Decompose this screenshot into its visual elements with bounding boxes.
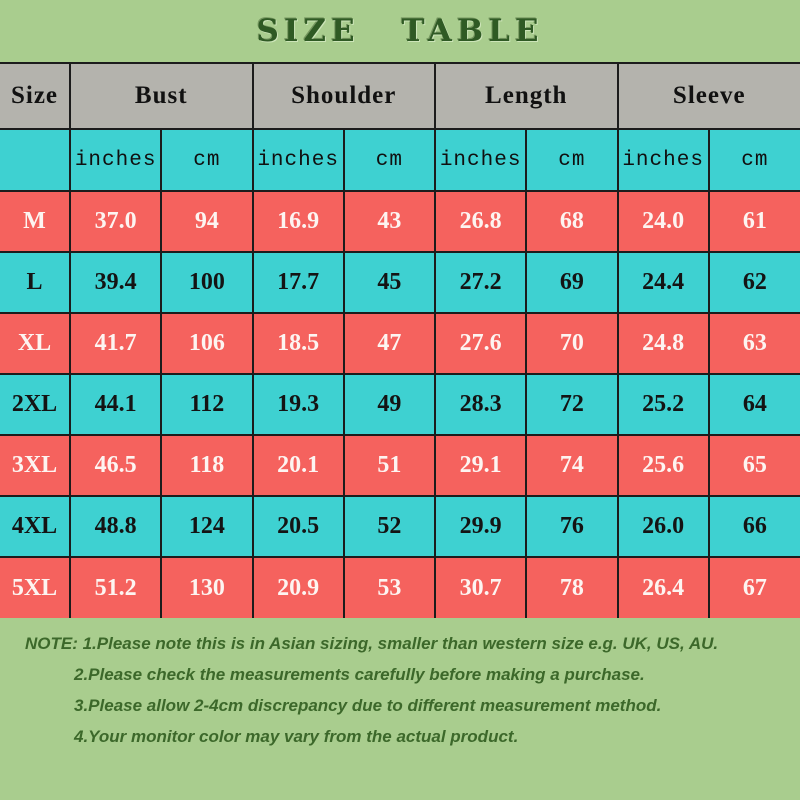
measurement-cell: 16.9 xyxy=(251,190,345,253)
notes: NOTE: 1.Please note this is in Asian siz… xyxy=(0,618,800,747)
measurement-cell: 66 xyxy=(707,495,800,558)
measurement-cell: 26.4 xyxy=(616,556,710,618)
measurement-cell: 25.2 xyxy=(616,373,710,436)
column-header-size: Size xyxy=(0,62,71,130)
header-row: Size Bust Shoulder Length Sleeve xyxy=(0,62,800,130)
measurement-cell: 45 xyxy=(342,251,437,314)
table-row-l: L 39.4 100 17.7 45 27.2 69 24.4 62 xyxy=(0,251,800,314)
column-header-sleeve: Sleeve xyxy=(616,62,800,130)
measurement-cell: 24.0 xyxy=(616,190,710,253)
table-row-xl: XL 41.7 106 18.5 47 27.6 70 24.8 63 xyxy=(0,312,800,375)
measurement-cell: 49 xyxy=(342,373,437,436)
measurement-cell: 67 xyxy=(707,556,800,618)
measurement-cell: 27.2 xyxy=(433,251,528,314)
measurement-cell: 26.8 xyxy=(433,190,528,253)
table-row-3xl: 3XL 46.5 118 20.1 51 29.1 74 25.6 65 xyxy=(0,434,800,497)
measurement-cell: 65 xyxy=(707,434,800,497)
measurement-cell: 74 xyxy=(525,434,619,497)
table-row-m: M 37.0 94 16.9 43 26.8 68 24.0 61 xyxy=(0,190,800,253)
measurement-cell: 37.0 xyxy=(68,190,163,253)
note-line-2: 2.Please check the measurements carefull… xyxy=(74,665,645,684)
measurement-cell: 29.1 xyxy=(433,434,528,497)
measurement-cell: 62 xyxy=(707,251,800,314)
measurement-cell: 19.3 xyxy=(251,373,345,436)
measurement-cell: 20.9 xyxy=(251,556,345,618)
measurement-cell: 118 xyxy=(160,434,254,497)
measurement-cell: 112 xyxy=(160,373,254,436)
measurement-cell: 100 xyxy=(160,251,254,314)
measurement-cell: 29.9 xyxy=(433,495,528,558)
note-line-4: 4.Your monitor color may vary from the a… xyxy=(74,727,519,746)
size-table: Size Bust Shoulder Length Sleeve inches … xyxy=(0,62,800,618)
measurement-cell: 26.0 xyxy=(616,495,710,558)
measurement-cell: 30.7 xyxy=(433,556,528,618)
measurement-cell: 44.1 xyxy=(68,373,163,436)
unit-cell: inches xyxy=(251,128,345,192)
measurement-cell: 46.5 xyxy=(68,434,163,497)
measurement-cell: 18.5 xyxy=(251,312,345,375)
measurement-cell: 106 xyxy=(160,312,254,375)
measurement-cell: 124 xyxy=(160,495,254,558)
measurement-cell: 69 xyxy=(525,251,619,314)
unit-cell: cm xyxy=(160,128,254,192)
measurement-cell: 17.7 xyxy=(251,251,345,314)
measurement-cell: 48.8 xyxy=(68,495,163,558)
measurement-cell: 28.3 xyxy=(433,373,528,436)
measurement-cell: 51.2 xyxy=(68,556,163,618)
size-label: 2XL xyxy=(0,373,71,436)
measurement-cell: 47 xyxy=(342,312,437,375)
measurement-cell: 20.5 xyxy=(251,495,345,558)
size-label: 5XL xyxy=(0,556,71,618)
table-row-5xl: 5XL 51.2 130 20.9 53 30.7 78 26.4 67 xyxy=(0,556,800,618)
size-label: 3XL xyxy=(0,434,71,497)
unit-cell: cm xyxy=(342,128,437,192)
measurement-cell: 43 xyxy=(342,190,437,253)
unit-cell: inches xyxy=(68,128,163,192)
unit-cell: inches xyxy=(433,128,528,192)
measurement-cell: 68 xyxy=(525,190,619,253)
table-row-4xl: 4XL 48.8 124 20.5 52 29.9 76 26.0 66 xyxy=(0,495,800,558)
unit-cell: cm xyxy=(525,128,619,192)
unit-cell: inches xyxy=(616,128,710,192)
page-title: SIZE TABLE xyxy=(256,13,544,49)
measurement-cell: 20.1 xyxy=(251,434,345,497)
measurement-cell: 24.4 xyxy=(616,251,710,314)
measurement-cell: 41.7 xyxy=(68,312,163,375)
measurement-cell: 39.4 xyxy=(68,251,163,314)
column-header-shoulder: Shoulder xyxy=(251,62,436,130)
measurement-cell: 70 xyxy=(525,312,619,375)
measurement-cell: 24.8 xyxy=(616,312,710,375)
measurement-cell: 76 xyxy=(525,495,619,558)
size-label: L xyxy=(0,251,71,314)
measurement-cell: 53 xyxy=(342,556,437,618)
size-table-body: M 37.0 94 16.9 43 26.8 68 24.0 61 L 39.4 100 17.7 45 2… xyxy=(0,190,800,618)
measurement-cell: 52 xyxy=(342,495,437,558)
column-header-bust: Bust xyxy=(69,62,254,130)
measurement-cell: 64 xyxy=(707,373,800,436)
column-header-length: Length xyxy=(434,62,619,130)
measurement-cell: 94 xyxy=(160,190,254,253)
unit-cell: cm xyxy=(707,128,800,192)
size-label: 4XL xyxy=(0,495,71,558)
measurement-cell: 61 xyxy=(707,190,800,253)
table-row-2xl: 2XL 44.1 112 19.3 49 28.3 72 25.2 64 xyxy=(0,373,800,436)
note-line-3: 3.Please allow 2-4cm discrepancy due to … xyxy=(74,696,662,715)
size-label: M xyxy=(0,190,71,253)
unit-cell-empty xyxy=(0,128,71,192)
note-line-1: NOTE: 1.Please note this is in Asian siz… xyxy=(25,634,719,653)
unit-row: inches cm inches cm inches cm inches cm xyxy=(0,128,800,192)
measurement-cell: 72 xyxy=(525,373,619,436)
measurement-cell: 78 xyxy=(525,556,619,618)
measurement-cell: 51 xyxy=(342,434,437,497)
measurement-cell: 27.6 xyxy=(433,312,528,375)
measurement-cell: 63 xyxy=(707,312,800,375)
size-label: XL xyxy=(0,312,71,375)
measurement-cell: 25.6 xyxy=(616,434,710,497)
measurement-cell: 130 xyxy=(160,556,254,618)
